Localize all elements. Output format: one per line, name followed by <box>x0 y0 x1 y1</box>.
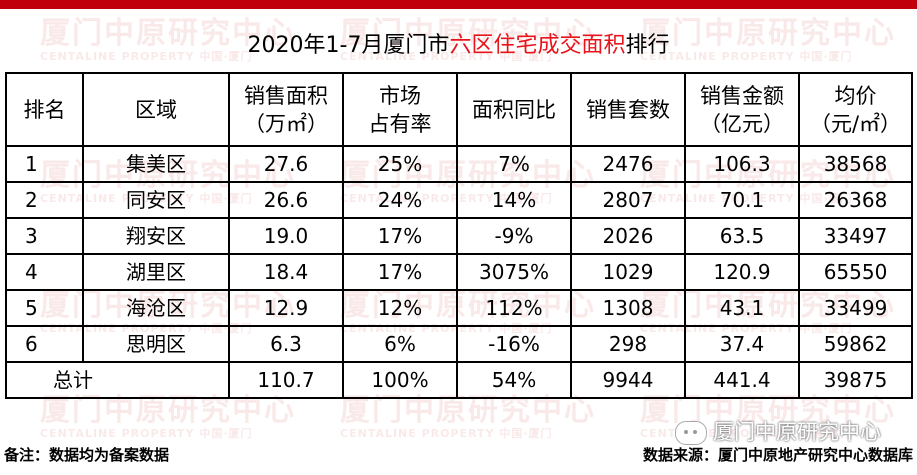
cell-avg-price: 59862 <box>798 325 913 363</box>
header-area-yoy: 面积同比 <box>456 72 572 147</box>
cell-sales-amount: 120.9 <box>684 253 800 291</box>
cell-market-share: 12% <box>342 289 458 327</box>
cell-sales-amount: 43.1 <box>684 289 800 327</box>
ranking-table: 排名 区域 销售面积 （万㎡） 市场 占有率 面积同比 销售套数 销售金额 （亿元） … <box>5 72 913 399</box>
cell-district: 集美区 <box>82 145 230 183</box>
table-header-row: 排名 区域 销售面积 （万㎡） 市场 占有率 面积同比 销售套数 销售金额 （亿元） … <box>5 72 913 147</box>
brand-label: 厦门中原研究中心 <box>713 420 881 444</box>
cell-total-label: 总计 <box>5 361 230 399</box>
cell-district: 翔安区 <box>82 217 230 255</box>
cell-sales-area: 26.6 <box>228 181 344 219</box>
cell-units-sold: 1029 <box>570 253 686 291</box>
cell-rank: 3 <box>5 217 84 255</box>
cell-market-share: 24% <box>342 181 458 219</box>
cell-market-share: 25% <box>342 145 458 183</box>
header-rank: 排名 <box>5 72 84 147</box>
cell-rank: 2 <box>5 181 84 219</box>
table-row: 5 海沧区 12.9 12% 112% 1308 43.1 33499 <box>5 289 913 327</box>
title-prefix: 2020年1-7月厦门市 <box>247 33 450 58</box>
table-row: 4 湖里区 18.4 17% 3075% 1029 120.9 65550 <box>5 253 913 291</box>
page-title: 2020年1-7月厦门市六区住宅成交面积排行 <box>0 30 917 62</box>
cell-sales-area: 27.6 <box>228 145 344 183</box>
cell-rank: 1 <box>5 145 84 183</box>
table-row: 6 思明区 6.3 6% -16% 298 37.4 59862 <box>5 325 913 363</box>
cell-avg-price: 38568 <box>798 145 913 183</box>
cell-total-sales-amount: 441.4 <box>684 361 800 399</box>
header-sales-amount: 销售金额 （亿元） <box>684 72 800 147</box>
cell-total-avg-price: 39875 <box>798 361 913 399</box>
cell-avg-price: 26368 <box>798 181 913 219</box>
table-row: 1 集美区 27.6 25% 7% 2476 106.3 38568 <box>5 145 913 183</box>
cell-rank: 5 <box>5 289 84 327</box>
cell-area-yoy: 7% <box>456 145 572 183</box>
title-highlight: 六区住宅成交面积 <box>449 33 626 58</box>
table-row: 3 翔安区 19.0 17% -9% 2026 63.5 33497 <box>5 217 913 255</box>
cell-units-sold: 1308 <box>570 289 686 327</box>
table-total-row: 总计 110.7 100% 54% 9944 441.4 39875 <box>5 361 913 399</box>
cell-units-sold: 2026 <box>570 217 686 255</box>
title-suffix: 排行 <box>625 33 670 58</box>
cell-avg-price: 65550 <box>798 253 913 291</box>
cell-area-yoy: -16% <box>456 325 572 363</box>
cell-district: 同安区 <box>82 181 230 219</box>
cell-units-sold: 2807 <box>570 181 686 219</box>
cell-district: 思明区 <box>82 325 230 363</box>
cell-rank: 6 <box>5 325 84 363</box>
footer-source: 数据来源：厦门中原地产研究中心数据库 <box>642 446 913 464</box>
cell-sales-amount: 70.1 <box>684 181 800 219</box>
cell-sales-area: 18.4 <box>228 253 344 291</box>
header-market-share: 市场 占有率 <box>342 72 458 147</box>
watermark-subtext: CENTALINE PROPERTY 中国·厦门 <box>340 427 553 440</box>
cell-avg-price: 33499 <box>798 289 913 327</box>
cell-sales-amount: 37.4 <box>684 325 800 363</box>
header-sales-area: 销售面积 （万㎡） <box>228 72 344 147</box>
cell-total-units-sold: 9944 <box>570 361 686 399</box>
cell-area-yoy: 112% <box>456 289 572 327</box>
cell-units-sold: 298 <box>570 325 686 363</box>
brand-badge: 厦门中原研究中心 <box>675 418 881 446</box>
cell-sales-area: 6.3 <box>228 325 344 363</box>
cell-district: 湖里区 <box>82 253 230 291</box>
cell-area-yoy: -9% <box>456 217 572 255</box>
cell-total-sales-area: 110.7 <box>228 361 344 399</box>
cell-total-market-share: 100% <box>342 361 458 399</box>
header-units-sold: 销售套数 <box>570 72 686 147</box>
table-row: 2 同安区 26.6 24% 14% 2807 70.1 26368 <box>5 181 913 219</box>
cell-avg-price: 33497 <box>798 217 913 255</box>
cell-units-sold: 2476 <box>570 145 686 183</box>
cell-area-yoy: 14% <box>456 181 572 219</box>
cell-sales-area: 19.0 <box>228 217 344 255</box>
cell-market-share: 17% <box>342 253 458 291</box>
cell-sales-amount: 106.3 <box>684 145 800 183</box>
cell-sales-area: 12.9 <box>228 289 344 327</box>
top-accent-bar <box>0 0 917 9</box>
cell-district: 海沧区 <box>82 289 230 327</box>
wechat-icon <box>675 421 707 445</box>
watermark-subtext: CENTALINE PROPERTY 中国·厦门 <box>40 427 253 440</box>
header-avg-price: 均价 （元/㎡） <box>798 72 913 147</box>
cell-rank: 4 <box>5 253 84 291</box>
cell-total-area-yoy: 54% <box>456 361 572 399</box>
header-district: 区域 <box>82 72 230 147</box>
cell-area-yoy: 3075% <box>456 253 572 291</box>
cell-sales-amount: 63.5 <box>684 217 800 255</box>
cell-market-share: 17% <box>342 217 458 255</box>
cell-market-share: 6% <box>342 325 458 363</box>
footer-note: 备注：数据均为备案数据 <box>4 446 170 464</box>
